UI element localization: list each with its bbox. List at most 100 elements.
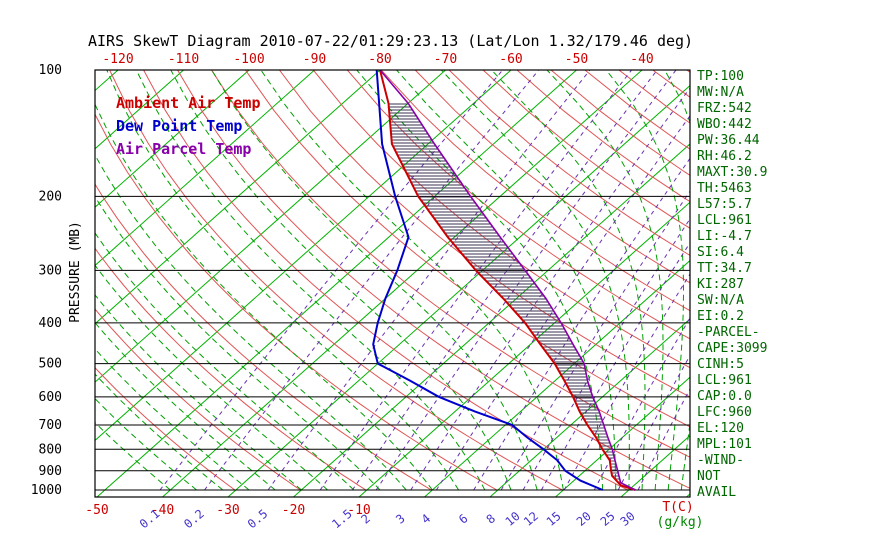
bottom-temp-tick: -10 [347, 503, 370, 518]
mixing-ratio-line [435, 115, 690, 491]
stat-line: PW:36.44 [697, 133, 760, 148]
mixing-ratio-tick: 3 [393, 511, 408, 526]
isotherm-line [227, 84, 690, 497]
mixing-ratio-line [473, 157, 690, 491]
stat-line: MAXT:30.9 [697, 165, 767, 180]
mixing-ratio-line [563, 273, 690, 491]
cape-hatch-area [388, 103, 621, 483]
moist-adiabat-line [491, 70, 646, 491]
mixing-ratio-tick: 30 [618, 509, 638, 529]
mixing-ratio-tick: 15 [544, 509, 564, 529]
dry-adiabat-line [482, 70, 690, 229]
isotherm-line [95, 70, 381, 325]
moist-adiabat-line [605, 70, 684, 491]
stat-line: TT:34.7 [697, 261, 752, 276]
stat-line: NOT [697, 469, 721, 484]
moist-adiabat-line [95, 103, 433, 491]
moist-adiabat-line [95, 373, 224, 491]
stat-line: RH:46.2 [697, 149, 752, 164]
isotherm-line [95, 70, 512, 442]
mixing-ratio-line [617, 354, 690, 491]
dry-adiabat-line [95, 113, 498, 491]
mixing-ratio-line [267, 70, 591, 491]
chart-title: AIRS SkewT Diagram 2010-07-22/01:29:23.1… [88, 32, 693, 50]
stat-line: MPL:101 [697, 437, 752, 452]
stats-panel: TP:100MW:N/AFRZ:542WBO:442PW:36.44RH:46.… [697, 69, 767, 500]
bottom-temp-tick: -30 [216, 503, 239, 518]
moist-adiabat-line [396, 70, 617, 491]
moist-adiabat-line [95, 264, 328, 491]
dry-adiabat-line [414, 70, 690, 284]
moist-adiabat-line [211, 70, 538, 491]
top-temp-tick: -40 [630, 52, 653, 67]
stat-line: CAP:0.0 [697, 389, 752, 404]
dry-adiabat-line [211, 70, 690, 458]
stat-line: -WIND- [697, 453, 744, 468]
isotherm-line [95, 70, 250, 208]
sounding-curves [372, 70, 636, 491]
moist-adiabat-line [135, 70, 486, 491]
dew-point-curve [372, 70, 604, 491]
mixing-ratio-tick: 4 [419, 511, 434, 526]
pressure-tick: 700 [39, 418, 62, 433]
mixing-ratio-tick: 6 [456, 511, 471, 526]
stat-line: KI:287 [697, 277, 744, 292]
moist-adiabat-line [170, 70, 512, 491]
isotherm-line [162, 70, 643, 497]
mixing-ratio-line [637, 387, 690, 491]
moist-adiabat-lines [95, 70, 690, 491]
mixing-unit-label: (g/kg) [657, 515, 704, 530]
legend-dew-point-temp: Dew Point Temp [116, 117, 242, 135]
top-temp-tick: -100 [233, 52, 264, 67]
stat-line: CINH:5 [697, 357, 744, 372]
top-temp-tick: -80 [368, 52, 391, 67]
dry-adiabat-line [95, 183, 432, 491]
mixing-ratio-line [351, 70, 658, 491]
mixing-ratio-line [410, 87, 690, 491]
mixing-ratio-tick: 12 [521, 509, 541, 529]
moist-adiabat-line [95, 232, 355, 491]
stat-line: SW:N/A [697, 293, 744, 308]
legend-air-parcel-temp: Air Parcel Temp [116, 140, 251, 158]
dry-adiabat-lines [95, 70, 690, 491]
isotherm-line [358, 201, 690, 497]
stat-line: WBO:442 [697, 117, 752, 132]
bottom-temp-tick: -50 [85, 503, 108, 518]
legend-ambient-air-temp: Ambient Air Temp [116, 94, 261, 112]
stat-line: CAPE:3099 [697, 341, 767, 356]
mixing-ratio-line [159, 70, 504, 491]
dry-adiabat-line [448, 70, 690, 256]
top-temp-tick: -120 [102, 52, 133, 67]
bottom-temp-tick: -20 [282, 503, 305, 518]
pressure-tick: 500 [39, 357, 62, 372]
ambient-temp-curve [379, 70, 636, 491]
pressure-tick: 900 [39, 464, 62, 479]
dry-adiabat-line [312, 70, 690, 369]
moist-adiabat-line [440, 70, 630, 490]
pressure-tick: 600 [39, 390, 62, 405]
mixing-ratio-line [204, 70, 540, 491]
stat-line: LFC:960 [697, 405, 752, 420]
mixing-ratio-line [319, 70, 632, 491]
top-temp-tick: -110 [168, 52, 199, 67]
air-parcel-curve [379, 70, 636, 491]
mixing-ratio-tick: 20 [574, 509, 594, 529]
dry-adiabat-line [244, 70, 690, 428]
stat-line: SI:6.4 [697, 245, 744, 260]
stat-line: FRZ:542 [697, 101, 752, 116]
isotherm-line [95, 70, 446, 383]
stat-line: EL:120 [697, 421, 744, 436]
pressure-tick: 1000 [31, 483, 62, 498]
moist-adiabat-line [95, 154, 407, 491]
dry-adiabat-line [109, 70, 563, 491]
dry-adiabat-line [380, 70, 690, 312]
mixing-ratio-line [522, 217, 690, 491]
stat-line: EI:0.2 [697, 309, 744, 324]
stat-line: LI:-4.7 [697, 229, 752, 244]
isotherm-line [555, 376, 690, 497]
mixing-ratio-tick: 0.2 [181, 507, 207, 532]
moist-adiabat-line [356, 70, 604, 491]
dry-adiabat-line [346, 70, 690, 340]
